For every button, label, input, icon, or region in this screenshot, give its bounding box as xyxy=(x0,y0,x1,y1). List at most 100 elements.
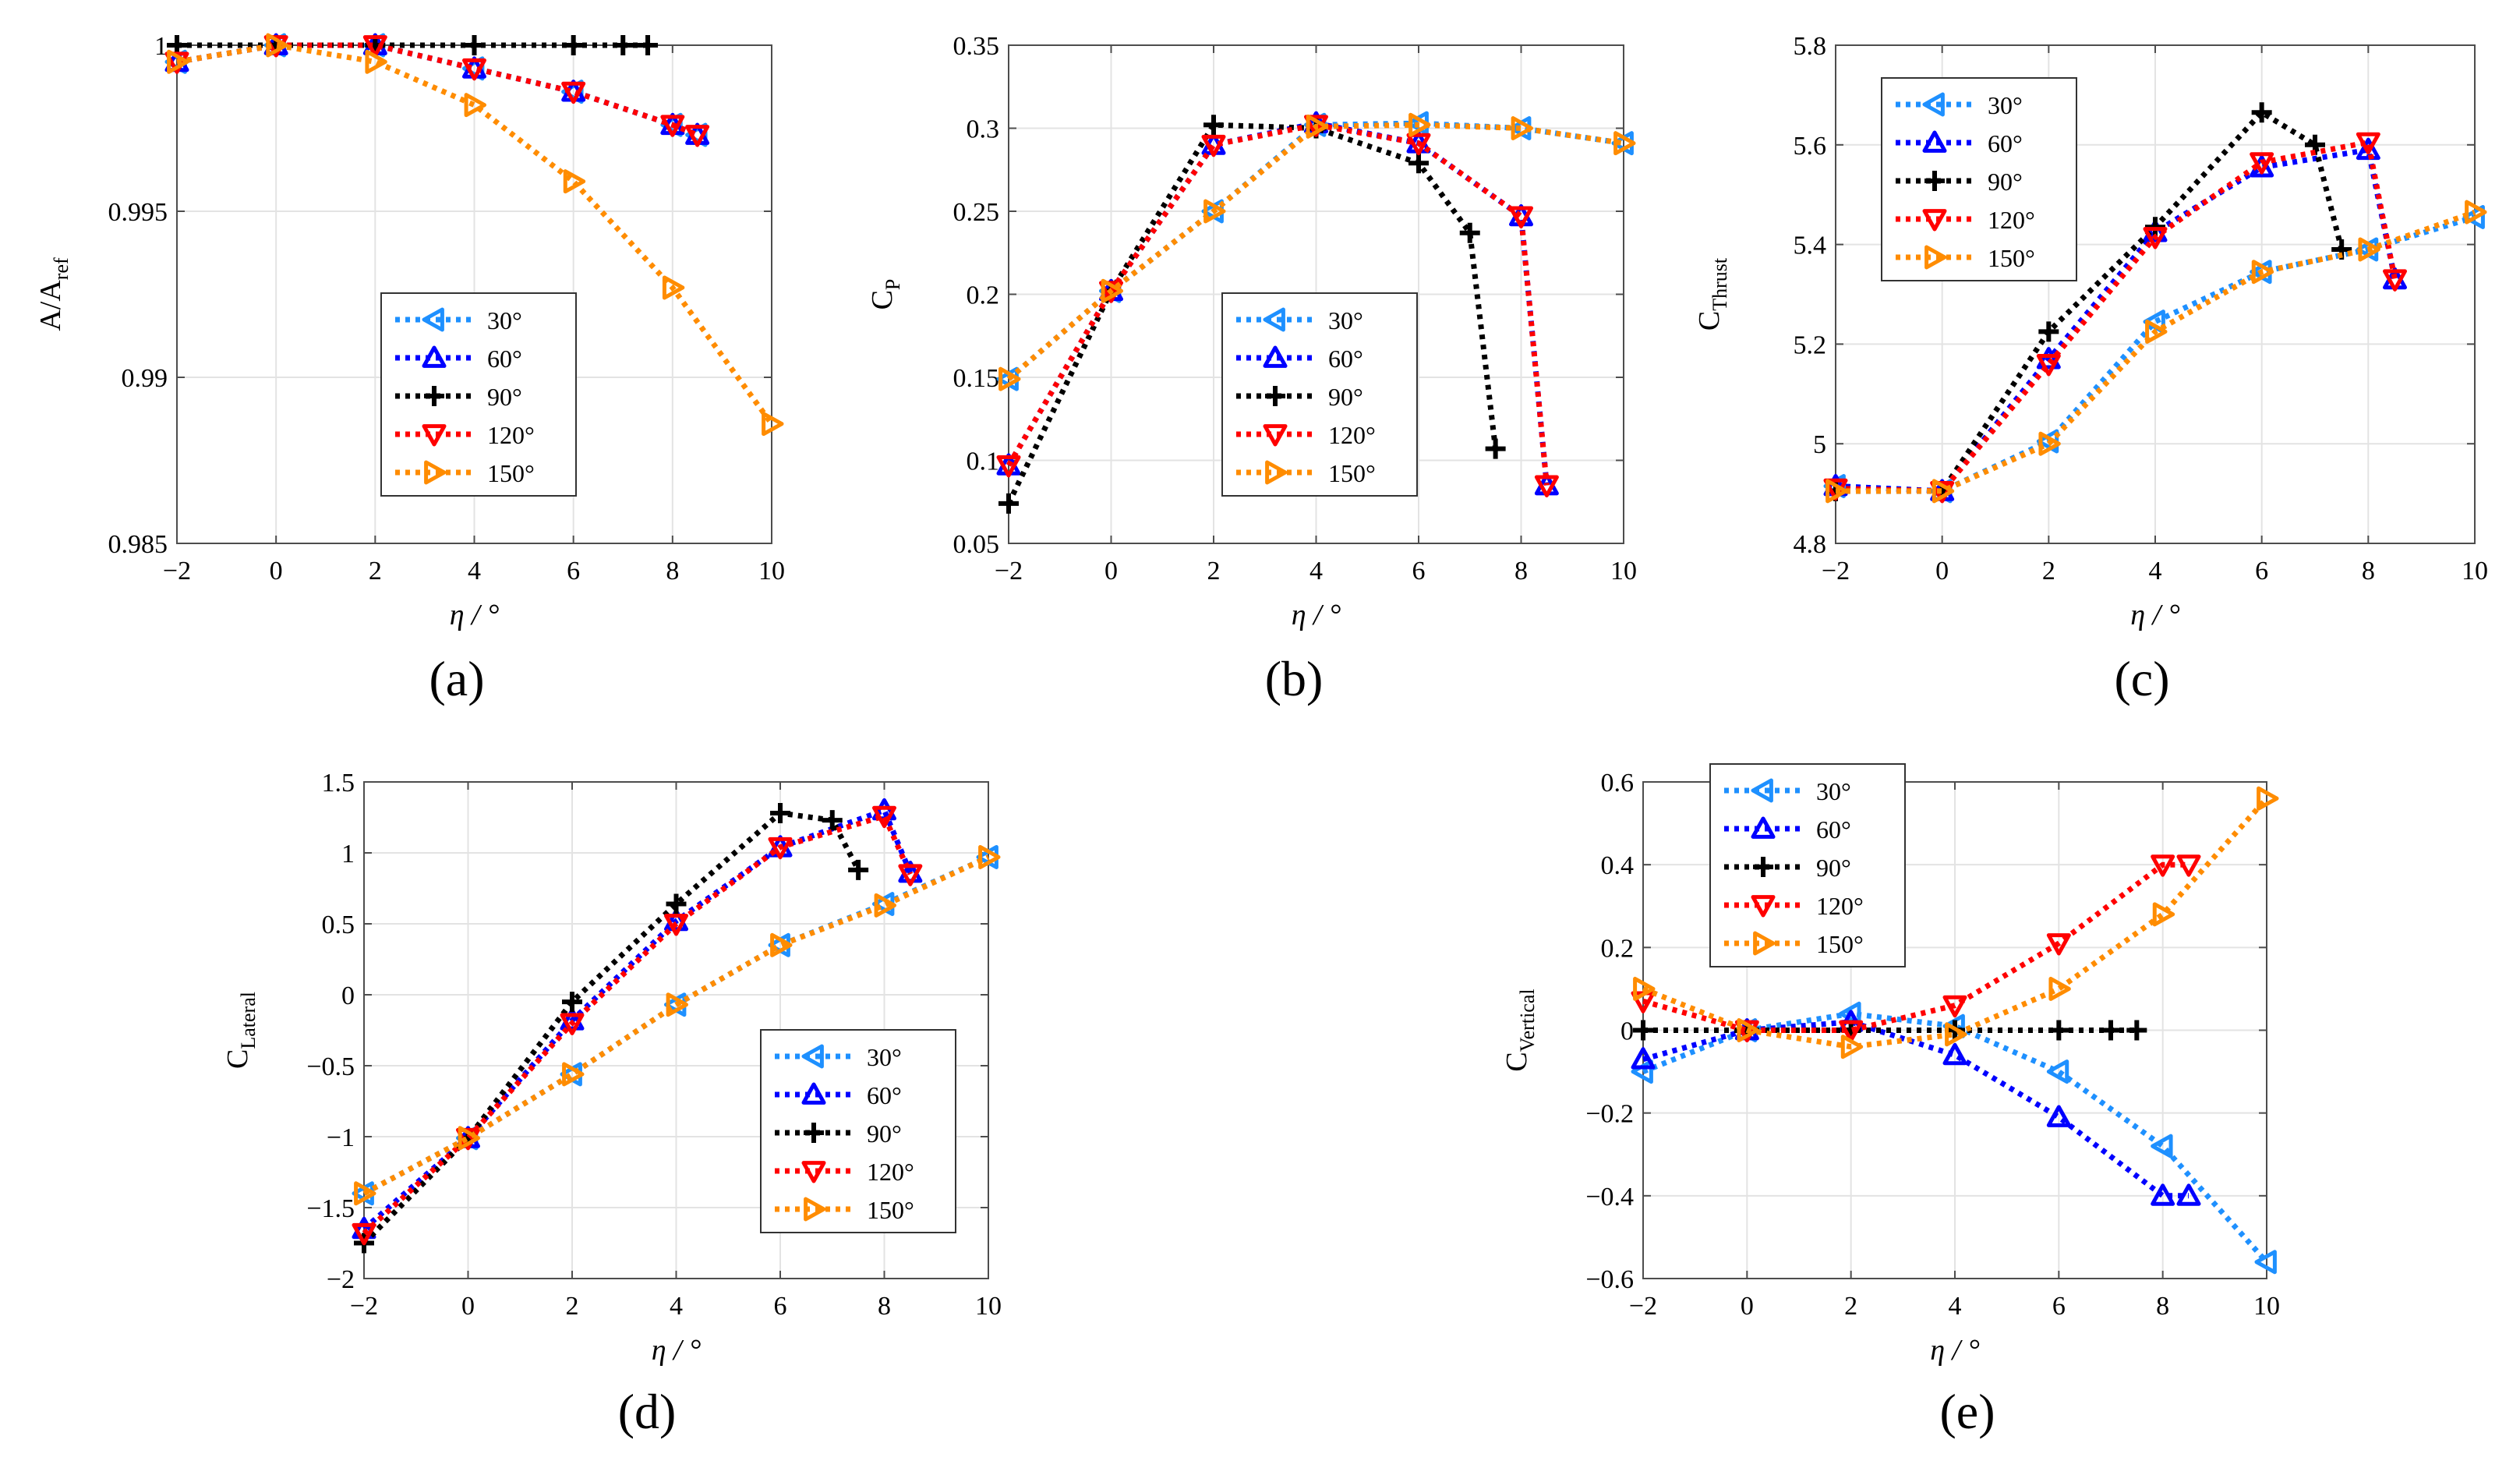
legend: 30° 60° 90° 120° 150° xyxy=(1709,763,1906,967)
legend-box xyxy=(1709,763,1906,967)
y-tick-label: 1.5 xyxy=(322,769,355,798)
x-tick-label: 4 xyxy=(1949,1292,1962,1321)
x-tick-label: 2 xyxy=(566,1292,579,1321)
series-150 xyxy=(998,112,1636,391)
data-point-marker xyxy=(1509,206,1533,228)
y-tick-label: 0 xyxy=(341,982,355,1010)
y-axis-label: CLateral xyxy=(221,992,260,1069)
legend-marker xyxy=(422,345,447,368)
data-point-marker xyxy=(1203,115,1224,136)
y-tick-label: 0.1 xyxy=(967,447,1000,476)
data-point-marker xyxy=(2151,854,2175,877)
y-tick-label: 0.99 xyxy=(122,364,168,393)
y-tick-label: 0 xyxy=(1621,1017,1634,1046)
data-point-marker xyxy=(2383,269,2407,292)
data-point-marker xyxy=(898,864,923,886)
x-tick-label: 0 xyxy=(1935,557,1949,585)
series-line xyxy=(1006,122,1624,381)
legend-marker xyxy=(1922,209,1947,232)
data-point-marker xyxy=(2048,1020,2069,1041)
x-tick-label: 0 xyxy=(461,1292,475,1321)
y-tick-label: −0.2 xyxy=(1585,1100,1634,1129)
y-axis-label-subscript: Thrust xyxy=(1709,257,1731,311)
data-point-marker xyxy=(2126,1020,2147,1041)
legend-box xyxy=(1221,292,1418,497)
series-line xyxy=(176,42,774,426)
y-tick-label: 1 xyxy=(341,840,355,868)
legend-entry-label: 150° xyxy=(867,1196,914,1224)
legend-marker xyxy=(1263,424,1288,447)
x-tick-label: 6 xyxy=(567,557,580,585)
data-point-marker xyxy=(365,49,387,74)
legend-entry-label: 60° xyxy=(487,345,522,373)
legend-entry-label: 150° xyxy=(1816,930,1864,958)
data-point-marker xyxy=(660,115,685,137)
data-point-marker xyxy=(167,49,189,74)
legend-entry-label: 150° xyxy=(1328,459,1376,487)
x-tick-label: 4 xyxy=(670,1292,683,1321)
legend-marker xyxy=(1265,460,1288,485)
data-point-marker xyxy=(1942,1042,1967,1066)
x-tick-label: 0 xyxy=(1104,557,1118,585)
x-tick-label: −2 xyxy=(1822,557,1850,585)
legend-marker xyxy=(424,460,447,485)
legend-box xyxy=(760,1029,956,1233)
data-point-marker xyxy=(2356,132,2380,155)
legend-marker xyxy=(422,424,447,447)
legend-entry-label: 90° xyxy=(1988,168,2023,196)
x-tick-label: 2 xyxy=(1207,557,1221,585)
chart-panel-a: −2 0 2 4 6 8 10 0.985 0.99 0.995 1 η / ° A/Aref 30° 60… xyxy=(34,32,785,706)
data-point-marker xyxy=(462,58,486,81)
legend: 30° 60° 90° 120° 150° xyxy=(760,1029,956,1233)
x-tick-label: −2 xyxy=(163,557,191,585)
data-point-marker xyxy=(1408,153,1429,174)
y-tick-label: −0.6 xyxy=(1585,1265,1634,1294)
y-tick-label: 0.985 xyxy=(108,530,168,559)
legend-entry-label: 30° xyxy=(487,306,522,334)
data-point-marker xyxy=(1534,475,1559,497)
chart-panel-b: −2 0 2 4 6 8 10 0.05 0.1 0.15 0.2 0.25 0.3 0.35 η / ° C… xyxy=(866,32,1637,706)
y-tick-label: 4.8 xyxy=(1794,530,1827,559)
y-tick-label: 0.5 xyxy=(322,911,355,939)
chart-panel-e: −2 0 2 4 6 8 10 −0.6 −0.4 −0.2 0 0.2 0.4 0.6 η / ° CVer… xyxy=(1500,763,2280,1439)
data-point-marker xyxy=(2358,237,2380,262)
legend-marker xyxy=(422,307,444,332)
data-point-marker xyxy=(2038,321,2059,342)
y-axis-label-main: C xyxy=(221,1049,254,1069)
data-point-marker xyxy=(998,493,1019,514)
data-point-marker xyxy=(2038,431,2061,456)
data-point-marker xyxy=(560,1008,585,1031)
legend-entry-label: 120° xyxy=(867,1158,914,1186)
data-point-marker xyxy=(2036,347,2061,370)
data-point-marker xyxy=(770,932,793,957)
data-point-marker xyxy=(2250,152,2274,175)
data-point-marker xyxy=(2143,227,2168,249)
data-point-marker xyxy=(464,93,486,118)
data-point-marker xyxy=(2356,137,2380,161)
legend-marker xyxy=(801,1161,826,1183)
x-tick-label: 10 xyxy=(2462,557,2488,585)
legend-entry-label: 120° xyxy=(1988,206,2035,234)
data-point-marker xyxy=(1306,114,1328,139)
y-tick-label: 0.05 xyxy=(953,530,1000,559)
x-tick-label: −2 xyxy=(995,557,1023,585)
data-point-marker xyxy=(848,859,869,880)
y-tick-label: 5.6 xyxy=(1794,132,1827,161)
y-axis-label: A/Aref xyxy=(34,257,72,331)
data-point-marker xyxy=(354,1181,376,1206)
legend-marker xyxy=(1922,130,1947,153)
x-axis-label: η / ° xyxy=(1292,599,1341,631)
legend: 30° 60° 90° 120° 150° xyxy=(1221,292,1418,497)
y-axis-label: CThrust xyxy=(1693,257,1731,331)
data-point-marker xyxy=(2145,319,2168,344)
legend: 30° 60° 90° 120° 150° xyxy=(380,292,577,497)
legend-marker xyxy=(1751,778,1773,803)
data-point-marker xyxy=(874,893,896,918)
y-axis-label-subscript: ref xyxy=(50,257,72,280)
data-point-marker xyxy=(685,125,710,147)
data-point-marker xyxy=(2257,786,2279,811)
x-tick-label: 4 xyxy=(1309,557,1323,585)
panel-label: (c) xyxy=(2114,651,2169,706)
x-tick-label: 10 xyxy=(2253,1292,2280,1321)
legend-marker xyxy=(1263,307,1285,332)
